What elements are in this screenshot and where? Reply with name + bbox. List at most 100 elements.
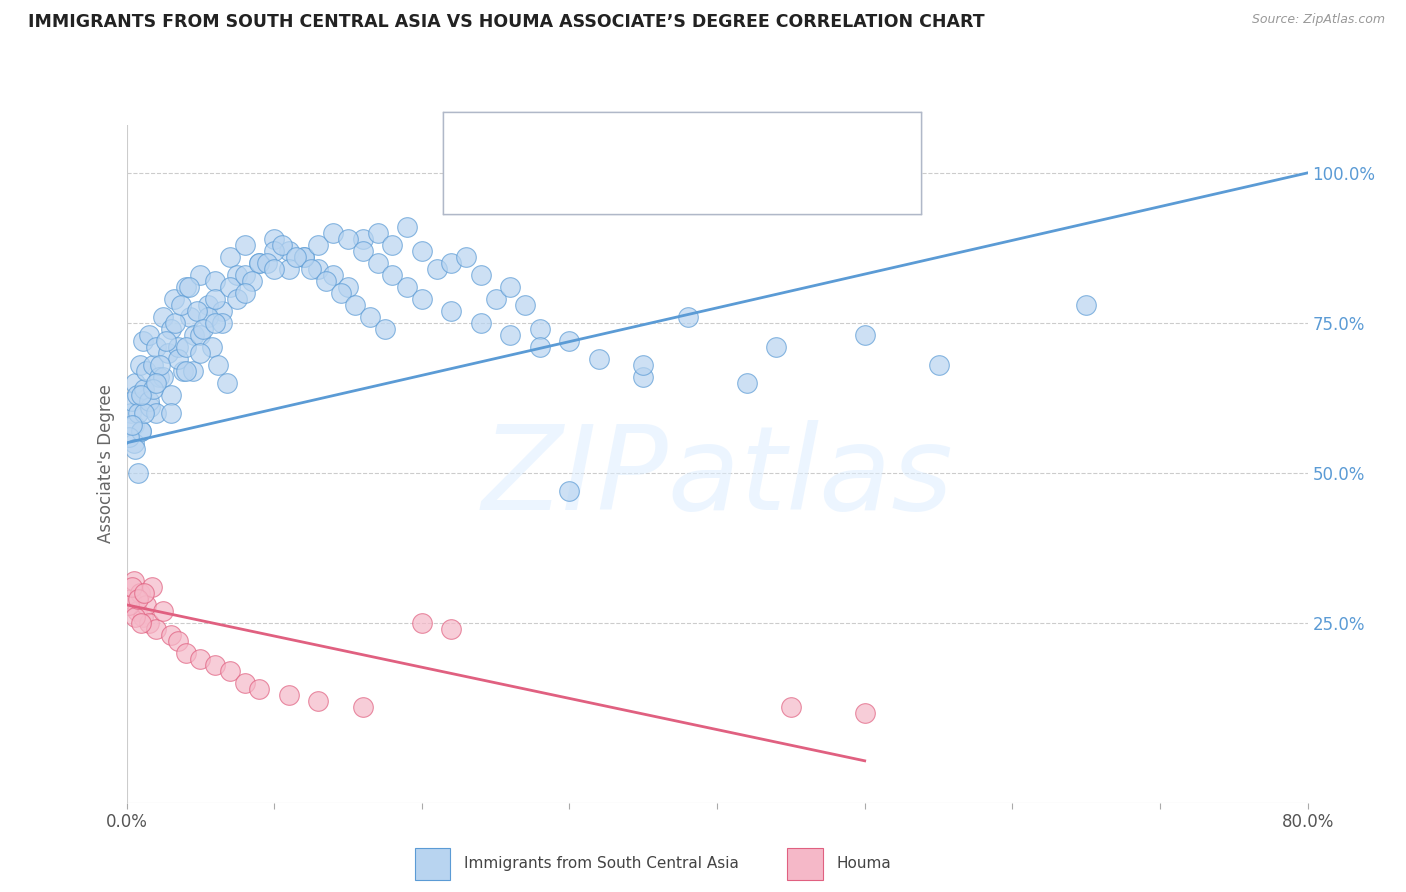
Point (121, 393, 143, 408)
Point (529, 322, 551, 336)
Point (411, 292, 433, 306)
Point (129, 615, 153, 630)
Point (156, 346, 179, 360)
Point (263, 232, 285, 246)
Text: R =   0.569   N = 140: R = 0.569 N = 140 (515, 129, 724, 149)
Point (515, 298, 537, 312)
Point (633, 369, 655, 384)
Point (633, 358, 655, 372)
Point (352, 232, 374, 246)
Point (292, 250, 315, 264)
Text: Immigrants from South Central Asia: Immigrants from South Central Asia (464, 855, 740, 871)
Point (172, 364, 194, 378)
Point (307, 261, 329, 276)
Point (127, 406, 149, 420)
Point (853, 706, 876, 720)
Point (285, 250, 308, 264)
Point (396, 280, 419, 294)
Point (204, 274, 226, 288)
Point (440, 303, 463, 318)
Y-axis label: Associate's Degree: Associate's Degree (97, 384, 115, 543)
Point (128, 586, 150, 600)
Point (197, 298, 219, 312)
Point (588, 351, 610, 366)
Point (928, 358, 950, 372)
Point (179, 310, 201, 324)
Point (201, 340, 224, 354)
Point (337, 232, 360, 246)
Point (233, 285, 256, 300)
Point (167, 351, 190, 366)
Text: IMMIGRANTS FROM SOUTH CENTRAL ASIA VS HOUMA ASSOCIATE’S DEGREE CORRELATION CHART: IMMIGRANTS FROM SOUTH CENTRAL ASIA VS HO… (28, 13, 984, 31)
Point (440, 622, 463, 636)
Point (278, 688, 301, 702)
Point (278, 261, 301, 276)
Point (558, 334, 581, 348)
Point (315, 274, 337, 288)
Point (204, 292, 226, 306)
Point (247, 256, 270, 270)
Point (122, 435, 145, 450)
Point (352, 244, 374, 258)
Point (129, 424, 153, 438)
Point (145, 376, 167, 390)
Bar (457, 170, 501, 204)
Point (167, 340, 190, 354)
Point (118, 430, 141, 444)
Point (470, 268, 492, 282)
Point (411, 615, 433, 630)
Point (181, 364, 204, 378)
Point (337, 280, 360, 294)
Point (263, 261, 285, 276)
Point (188, 346, 211, 360)
Point (247, 681, 270, 696)
Point (188, 268, 211, 282)
Point (142, 382, 165, 396)
Point (145, 406, 167, 420)
Point (160, 406, 183, 420)
Point (270, 238, 292, 252)
Point (139, 400, 162, 414)
Point (529, 340, 551, 354)
Point (160, 628, 183, 642)
Point (233, 675, 256, 690)
Point (226, 268, 249, 282)
Point (165, 316, 187, 330)
Point (256, 256, 278, 270)
Point (344, 298, 367, 312)
Point (499, 280, 522, 294)
Point (160, 322, 183, 336)
Text: R = -0.624   N =   30: R = -0.624 N = 30 (515, 177, 720, 196)
Point (149, 358, 172, 372)
Point (374, 322, 396, 336)
Point (174, 364, 197, 378)
Point (470, 316, 492, 330)
Point (292, 250, 315, 264)
Point (148, 369, 170, 384)
Point (218, 664, 242, 678)
Point (152, 369, 174, 384)
Point (188, 652, 211, 666)
Point (121, 580, 143, 594)
Point (197, 310, 219, 324)
Point (152, 604, 174, 618)
Point (322, 226, 344, 240)
Point (499, 327, 522, 342)
Point (174, 340, 197, 354)
Point (218, 280, 242, 294)
Point (177, 280, 200, 294)
Point (134, 382, 156, 396)
Point (127, 591, 149, 606)
Point (127, 466, 149, 480)
Point (132, 610, 155, 624)
Point (853, 327, 876, 342)
Point (425, 261, 447, 276)
Point (174, 280, 197, 294)
Point (765, 340, 787, 354)
Point (125, 388, 148, 402)
Point (207, 358, 229, 372)
Point (122, 417, 145, 432)
Point (121, 417, 143, 432)
Point (174, 646, 197, 660)
Point (141, 580, 163, 594)
